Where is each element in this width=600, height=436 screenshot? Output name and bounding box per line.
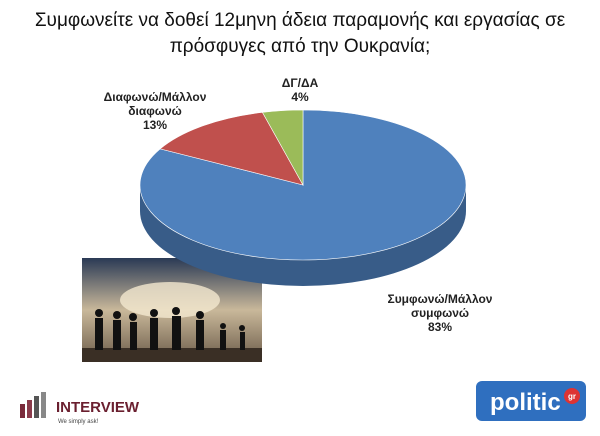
slice-side (140, 185, 466, 286)
slice (159, 112, 304, 186)
category-label: ΔΓ/ΔΑ (281, 76, 319, 90)
pie (139, 109, 467, 286)
slice-label: Διαφωνώ/Μάλλον διαφωνώ 13% (100, 90, 210, 132)
logo-tagline: We simply ask! (58, 419, 99, 425)
value-label: 83% (427, 320, 453, 334)
logo-text: politic (490, 389, 561, 416)
category-label: Συμφωνώ/Μάλλον συμφωνώ (387, 292, 493, 320)
slice (261, 109, 304, 187)
slice-label: ΔΓ/ΔΑ 4% (270, 76, 330, 104)
logo-badge: gr (568, 392, 576, 401)
interview-logo: INTERVIEW We simply ask! (20, 392, 140, 425)
logo-text: INTERVIEW (56, 399, 140, 416)
value-label: 13% (142, 118, 168, 132)
category-label: Διαφωνώ/Μάλλον διαφωνώ (103, 90, 207, 118)
politic-logo: politic gr (476, 381, 586, 421)
chart-title: Συμφωνείτε να δοθεί 12μηνη άδεια παραμον… (34, 10, 566, 57)
slice-label: Συμφωνώ/Μάλλον συμφωνώ 83% (385, 292, 495, 334)
value-label: 4% (291, 90, 309, 104)
